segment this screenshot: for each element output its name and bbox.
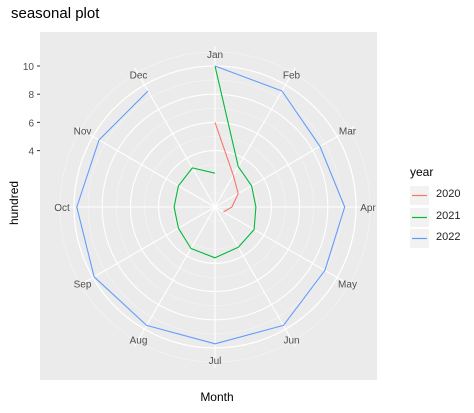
grid-spoke [134,67,216,208]
grid-spoke [214,206,355,288]
watermark: CSDN @UQI-LIUWJ [350,390,466,404]
series-line-2021 [173,65,257,259]
month-label-feb: Feb [283,70,301,81]
y-tick-label-4: 4 [28,147,34,158]
month-label-jun: Jun [283,336,299,347]
y-tick-label-6: 6 [28,118,34,129]
y-tick-label-10: 10 [23,62,35,73]
grid-spoke [75,206,216,288]
x-axis-title: Month [200,390,234,404]
chart-title: seasonal plot [11,5,100,22]
month-label-nov: Nov [74,127,92,138]
plot-panel [40,32,377,380]
axis-labels: Jan Feb Mar Apr May Jun Jul Aug Sep Oct Nov Dec 4 6 8 1… [23,50,377,367]
legend-label-2020: 2020 [436,188,461,200]
series-layer [76,65,346,345]
grid-spoke [134,206,216,347]
series-line-2020 [214,122,239,213]
month-label-sep: Sep [74,280,92,291]
y-tick-label-8: 8 [28,90,34,101]
month-label-jul: Jul [209,356,222,367]
month-label-mar: Mar [339,127,357,138]
month-label-aug: Aug [130,336,148,347]
legend-keys [410,186,429,248]
month-label-may: May [338,280,357,291]
legend-label-2021: 2021 [436,210,461,222]
month-label-dec: Dec [130,70,148,81]
month-label-apr: Apr [360,203,376,214]
month-label-oct: Oct [54,203,70,214]
legend-label-2022: 2022 [436,231,461,243]
y-axis-title: hundred [7,180,21,225]
month-label-jan: Jan [207,50,223,61]
legend-title: year [410,165,434,179]
grid-spoke [214,206,296,347]
series-line-2022 [76,65,346,345]
